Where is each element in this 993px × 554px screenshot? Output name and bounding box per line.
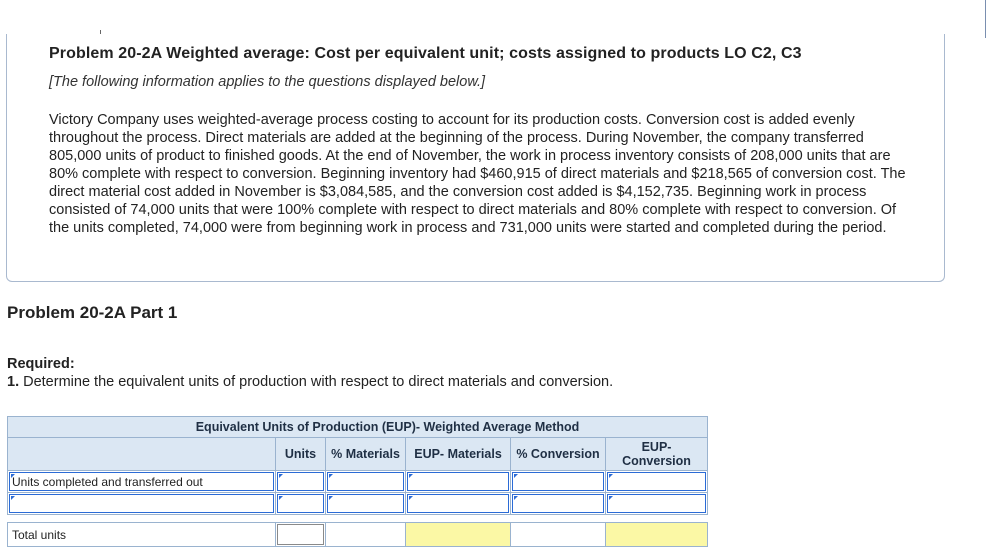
required-instruction: 1. Determine the equivalent units of pro… — [7, 374, 613, 390]
header-pct-materials: % Materials — [325, 437, 406, 471]
problem-description: Victory Company uses weighted-average pr… — [49, 112, 906, 236]
units-input[interactable] — [275, 470, 326, 493]
header-blank — [7, 437, 276, 471]
pct-conversion-input[interactable] — [510, 492, 606, 515]
total-blank-cell — [510, 522, 606, 547]
page-edge-rule — [985, 0, 986, 38]
required-number: 1. — [7, 374, 20, 390]
pct-conversion-input[interactable] — [510, 470, 606, 493]
problem-note: [The following information applies to th… — [49, 74, 486, 90]
total-eup-materials-cell[interactable] — [405, 522, 511, 547]
row-label-input[interactable] — [7, 492, 276, 515]
problem-title: Problem 20-2A Weighted average: Cost per… — [49, 45, 802, 62]
header-units: Units — [275, 437, 326, 471]
header-eup-conversion: EUP- Conversion — [604, 437, 709, 471]
row-label-input[interactable]: Units completed and transferred out — [7, 470, 276, 493]
part-title: Problem 20-2A Part 1 — [7, 303, 178, 322]
pct-materials-input[interactable] — [325, 470, 406, 493]
table-row: Units completed and transferred out — [7, 470, 709, 493]
header-pct-conversion: % Conversion — [510, 437, 606, 471]
total-label: Total units — [7, 522, 276, 547]
problem-info-card — [6, 34, 945, 282]
header-eup-materials: EUP- Materials — [405, 437, 511, 471]
eup-materials-input[interactable] — [405, 492, 511, 515]
spacer-row — [7, 514, 708, 523]
pct-materials-input[interactable] — [325, 492, 406, 515]
required-label: Required: — [7, 356, 75, 372]
eup-conversion-input[interactable] — [604, 470, 709, 493]
row-label: Units completed and transferred out — [12, 475, 203, 489]
total-eup-conversion-cell[interactable] — [604, 522, 709, 547]
units-input[interactable] — [275, 492, 326, 515]
required-text: Determine the equivalent units of produc… — [19, 374, 614, 390]
eup-conversion-input[interactable] — [604, 492, 709, 515]
eup-table: Equivalent Units of Production (EUP)- We… — [6, 416, 709, 547]
total-blank-cell — [325, 522, 406, 547]
eup-table-title: Equivalent Units of Production (EUP)- We… — [6, 416, 709, 438]
eup-materials-input[interactable] — [405, 470, 511, 493]
card-tick-mark — [100, 30, 101, 34]
total-row: Total units — [7, 522, 709, 547]
total-units-cell[interactable] — [275, 522, 326, 547]
table-row — [7, 492, 709, 515]
